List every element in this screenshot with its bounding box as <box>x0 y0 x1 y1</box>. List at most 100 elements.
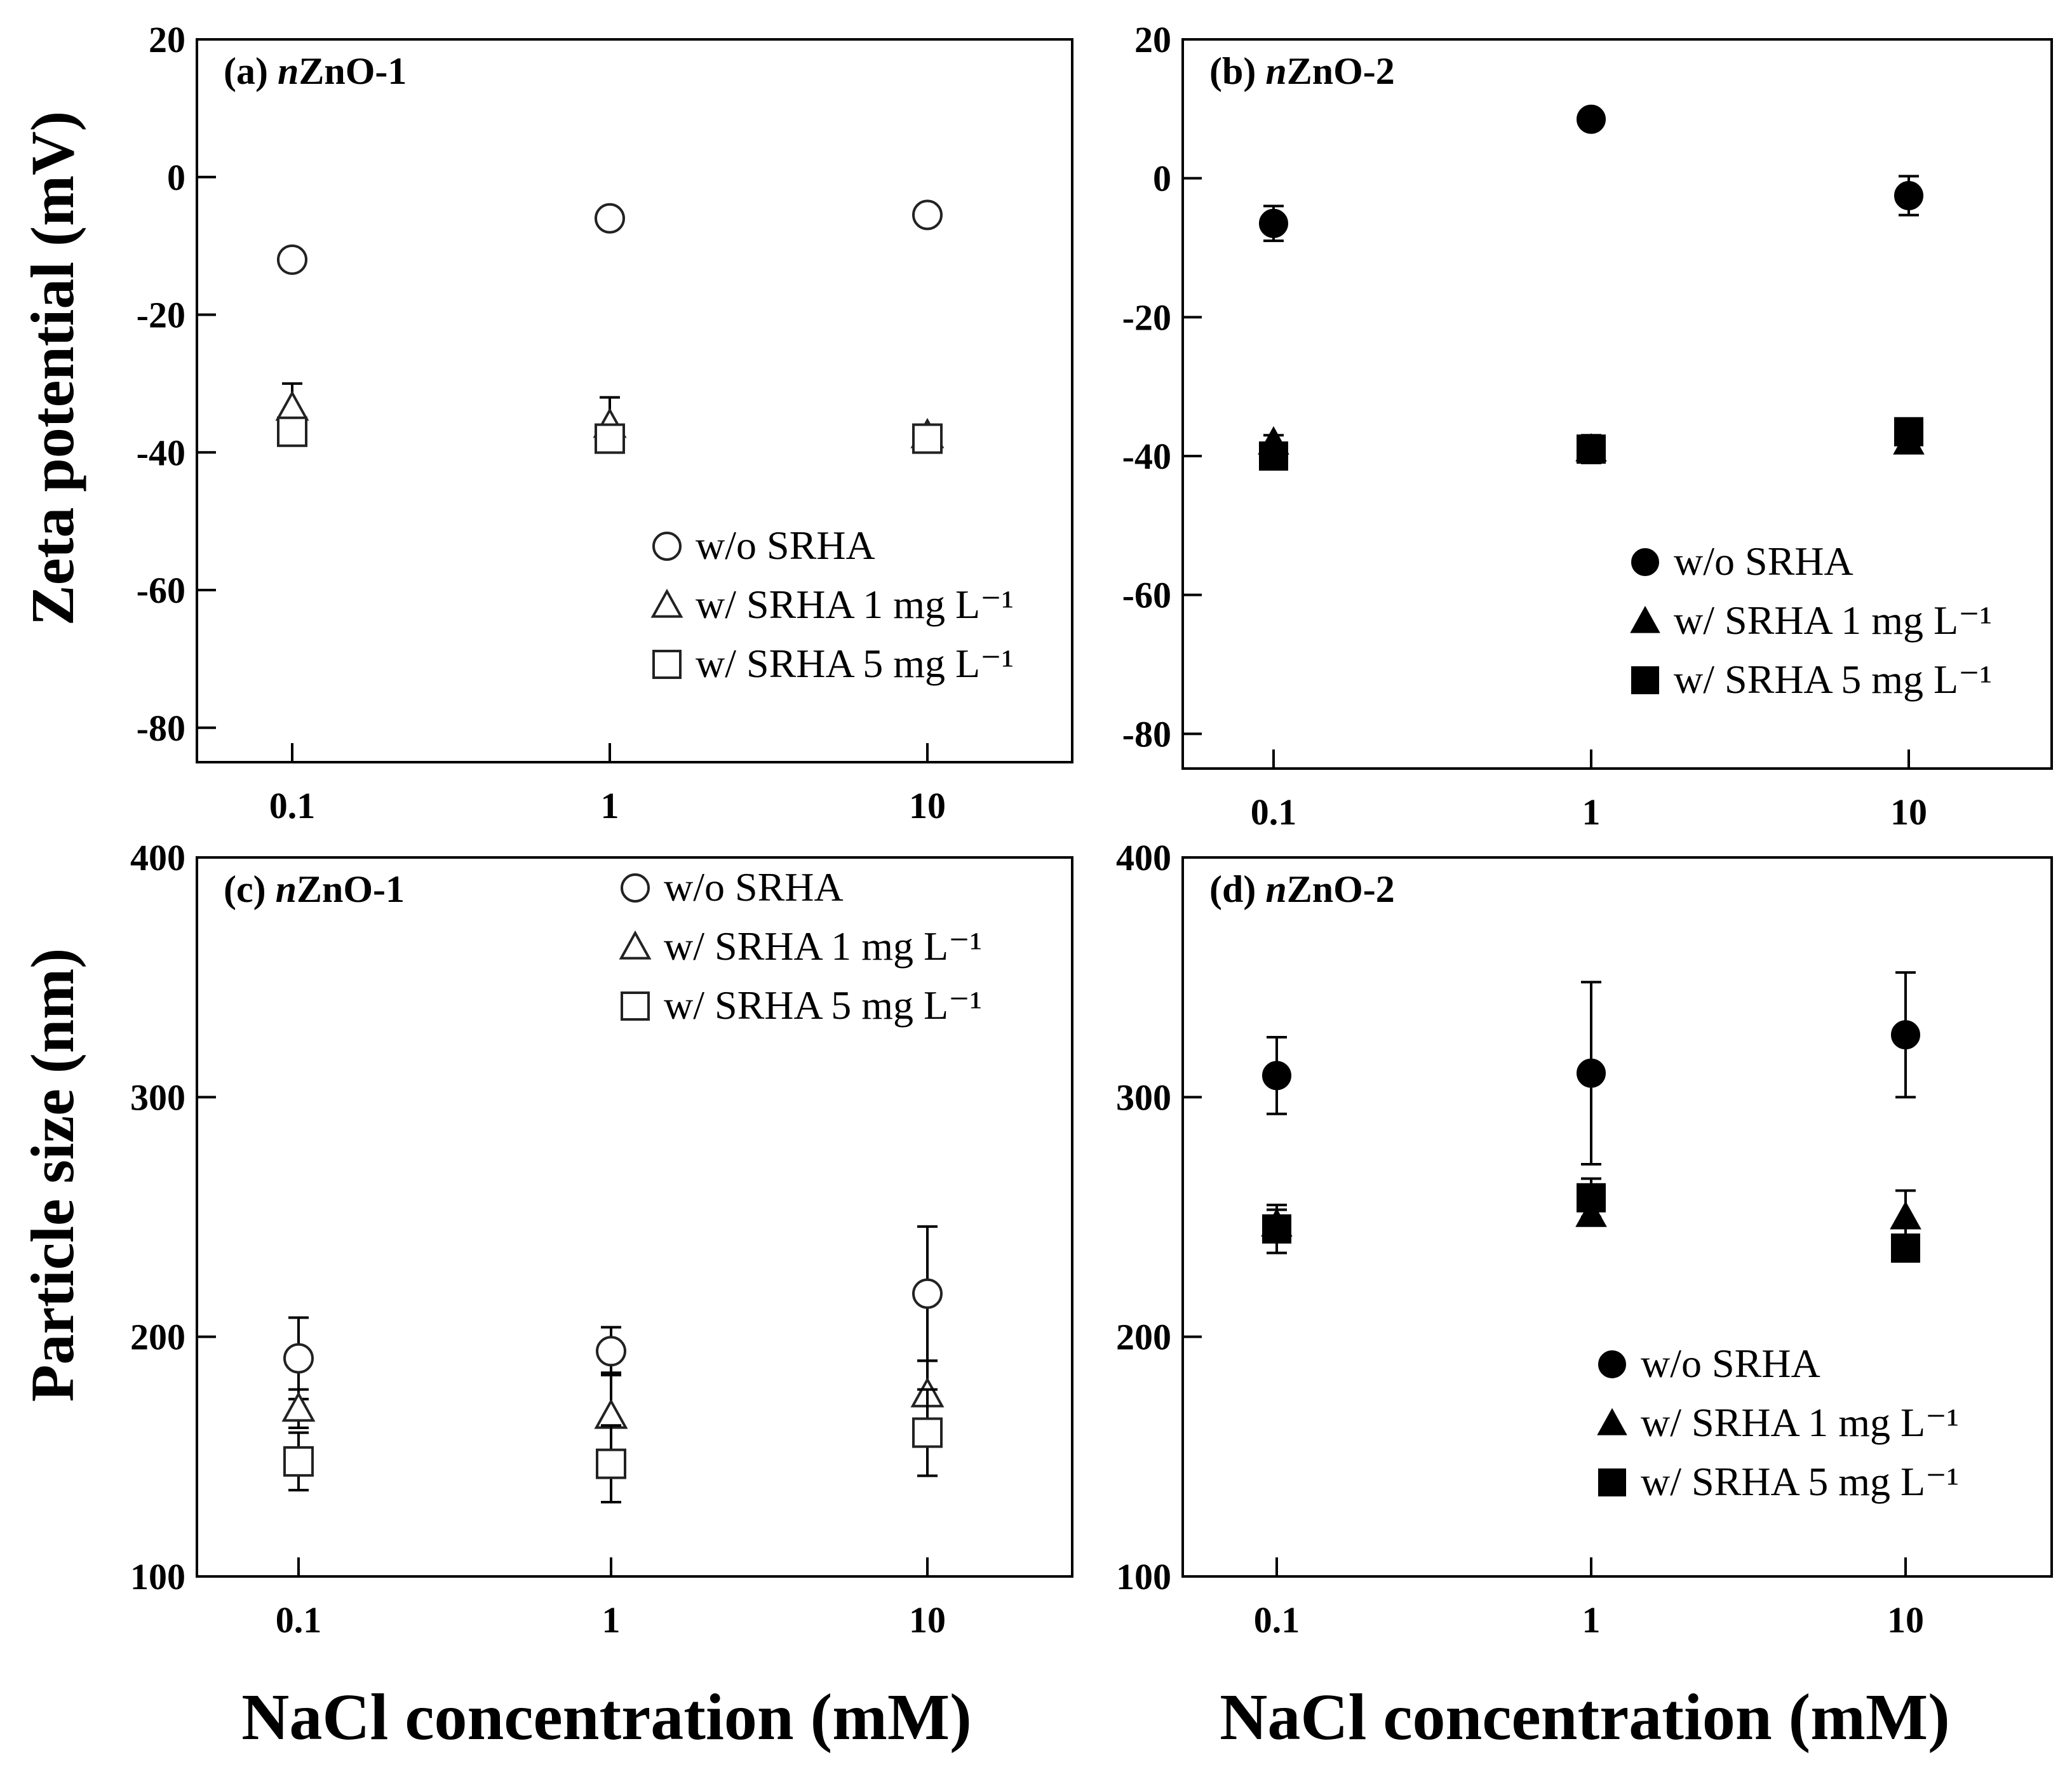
x-tick-label: 0.1 <box>276 1599 322 1641</box>
legend-entry-label: w/ SRHA 1 mg L⁻¹ <box>664 924 982 969</box>
series-square <box>283 1388 943 1504</box>
panel-label-rest: ZnO-2 <box>1287 50 1395 92</box>
marker-circle <box>283 1343 314 1374</box>
panel-label-prefix: (d) <box>1209 868 1265 910</box>
series-circle <box>1262 971 1920 1166</box>
panel-label-rest: ZnO-1 <box>299 50 407 92</box>
panel-label: (a) nZnO-1 <box>224 50 407 92</box>
series-square <box>1259 417 1923 471</box>
y-tick-label: -20 <box>137 295 185 336</box>
marker-circle <box>596 1336 626 1367</box>
y-tick-label: 0 <box>167 157 185 198</box>
panel-label-italic: n <box>1265 50 1286 92</box>
y-tick-label: -20 <box>1122 297 1171 338</box>
y-tick-label: 200 <box>130 1317 185 1358</box>
marker-square <box>1631 666 1659 694</box>
panel-label-italic: n <box>276 868 297 910</box>
legend-entry-label: w/ SRHA 1 mg L⁻¹ <box>696 582 1014 627</box>
marker-square <box>595 423 625 454</box>
y-axis-title-bottom: Particle size (nm) <box>18 948 86 1402</box>
y-tick-label: -60 <box>1122 575 1171 616</box>
chart-panel-d: 400 300 200 100 0.1 1 10 (d) nZnO-2 w/o SRHA w/ S… <box>1116 837 2053 1641</box>
legend-entry-label: w/o SRHA <box>696 523 875 568</box>
y-tick-label: -40 <box>137 432 185 473</box>
panel-label: (d) nZnO-2 <box>1209 868 1395 910</box>
marker-circle <box>277 244 307 275</box>
marker-square <box>1891 1233 1920 1263</box>
marker-square <box>277 416 307 447</box>
y-tick-label: 200 <box>1116 1317 1171 1358</box>
marker-square <box>621 991 650 1021</box>
marker-circle <box>912 1278 943 1309</box>
y-tick-label: 20 <box>149 19 185 60</box>
y-tick-label: -80 <box>1122 713 1171 755</box>
marker-circle <box>1891 1020 1920 1050</box>
legend-entry-label: w/ SRHA 1 mg L⁻¹ <box>1674 598 1992 643</box>
marker-circle <box>1894 181 1923 210</box>
marker-triangle <box>619 930 652 960</box>
marker-circle <box>1577 104 1606 134</box>
marker-square <box>912 1417 943 1448</box>
y-tick-label: -40 <box>1122 436 1171 477</box>
x-tick-label: 10 <box>909 1599 946 1641</box>
marker-square <box>652 650 682 679</box>
y-tick-label: 0 <box>1153 158 1171 199</box>
series-square <box>277 416 943 454</box>
y-tick-label: 100 <box>130 1556 185 1597</box>
legend-entry-label: w/ SRHA 5 mg L⁻¹ <box>664 983 982 1028</box>
plot-frame <box>1181 38 2053 770</box>
series-circle <box>277 199 943 275</box>
marker-circle <box>595 203 625 234</box>
marker-circle <box>621 873 650 903</box>
marker-circle <box>1262 1061 1291 1091</box>
x-axis-title-left: NaCl concentration (mM) <box>241 1681 971 1754</box>
x-tick-label: 10 <box>1887 1599 1924 1641</box>
marker-triangle <box>1630 605 1660 633</box>
marker-square <box>1598 1468 1626 1496</box>
marker-square <box>1577 434 1606 464</box>
x-tick-label: 1 <box>601 785 619 826</box>
marker-circle <box>1259 208 1288 238</box>
legend: w/o SRHA w/ SRHA 1 mg L⁻¹ w/ SRHA 5 mg L⁻¹ <box>650 523 1014 686</box>
marker-triangle <box>1890 1200 1921 1230</box>
marker-square <box>912 423 943 454</box>
plot-frame <box>196 856 1073 1578</box>
series-square <box>1262 1177 1920 1263</box>
marker-circle <box>1598 1350 1626 1378</box>
panel-label-prefix: (a) <box>224 50 278 92</box>
marker-square <box>596 1448 626 1479</box>
marker-triangle <box>650 588 683 618</box>
series-circle <box>1259 104 1923 243</box>
y-tick-label: 300 <box>130 1077 185 1118</box>
legend-entry-label: w/ SRHA 1 mg L⁻¹ <box>1641 1400 1959 1445</box>
panel-label: (b) nZnO-2 <box>1209 50 1395 92</box>
chart-panel-a: 200-20-40-60-800.1 1 10(a) nZnO-1w/o SRHAw… <box>137 19 1073 826</box>
y-tick-label: 400 <box>1116 837 1171 878</box>
legend-entry-label: w/o SRHA <box>1641 1341 1820 1386</box>
panel-label: (c) nZnO-1 <box>224 868 405 910</box>
y-tick-label: -60 <box>137 570 185 611</box>
marker-square <box>1259 441 1288 471</box>
marker-circle <box>1631 548 1659 576</box>
legend-entry-label: w/o SRHA <box>1674 539 1853 584</box>
marker-triangle <box>594 1398 628 1429</box>
x-tick-label: 10 <box>909 785 946 826</box>
x-tick-label: 1 <box>602 1599 621 1641</box>
panel-label-italic: n <box>278 50 299 92</box>
x-tick-label: 0.1 <box>1251 791 1297 833</box>
panel-label-prefix: (b) <box>1209 50 1265 92</box>
marker-circle <box>912 199 943 231</box>
marker-triangle <box>275 390 309 421</box>
y-tick-label: 100 <box>1116 1556 1171 1597</box>
panel-label-prefix: (c) <box>224 868 276 910</box>
legend: w/o SRHA w/ SRHA 1 mg L⁻¹ w/ SRHA 5 mg L⁻¹ <box>619 864 982 1028</box>
panels: 200-20-40-60-800.1 1 10(a) nZnO-1w/o SRHAw… <box>130 19 2053 1641</box>
marker-square <box>1262 1214 1291 1244</box>
legend: w/o SRHA w/ SRHA 1 mg L⁻¹ w/ SRHA 5 mg L⁻¹ <box>1597 1341 1959 1504</box>
legend: w/o SRHA w/ SRHA 1 mg L⁻¹ w/ SRHA 5 mg L⁻¹ <box>1630 539 1992 702</box>
x-tick-label: 10 <box>1890 791 1927 833</box>
x-tick-label: 0.1 <box>1254 1599 1300 1641</box>
y-tick-label: 300 <box>1116 1077 1171 1118</box>
y-tick-label: -80 <box>137 708 185 749</box>
